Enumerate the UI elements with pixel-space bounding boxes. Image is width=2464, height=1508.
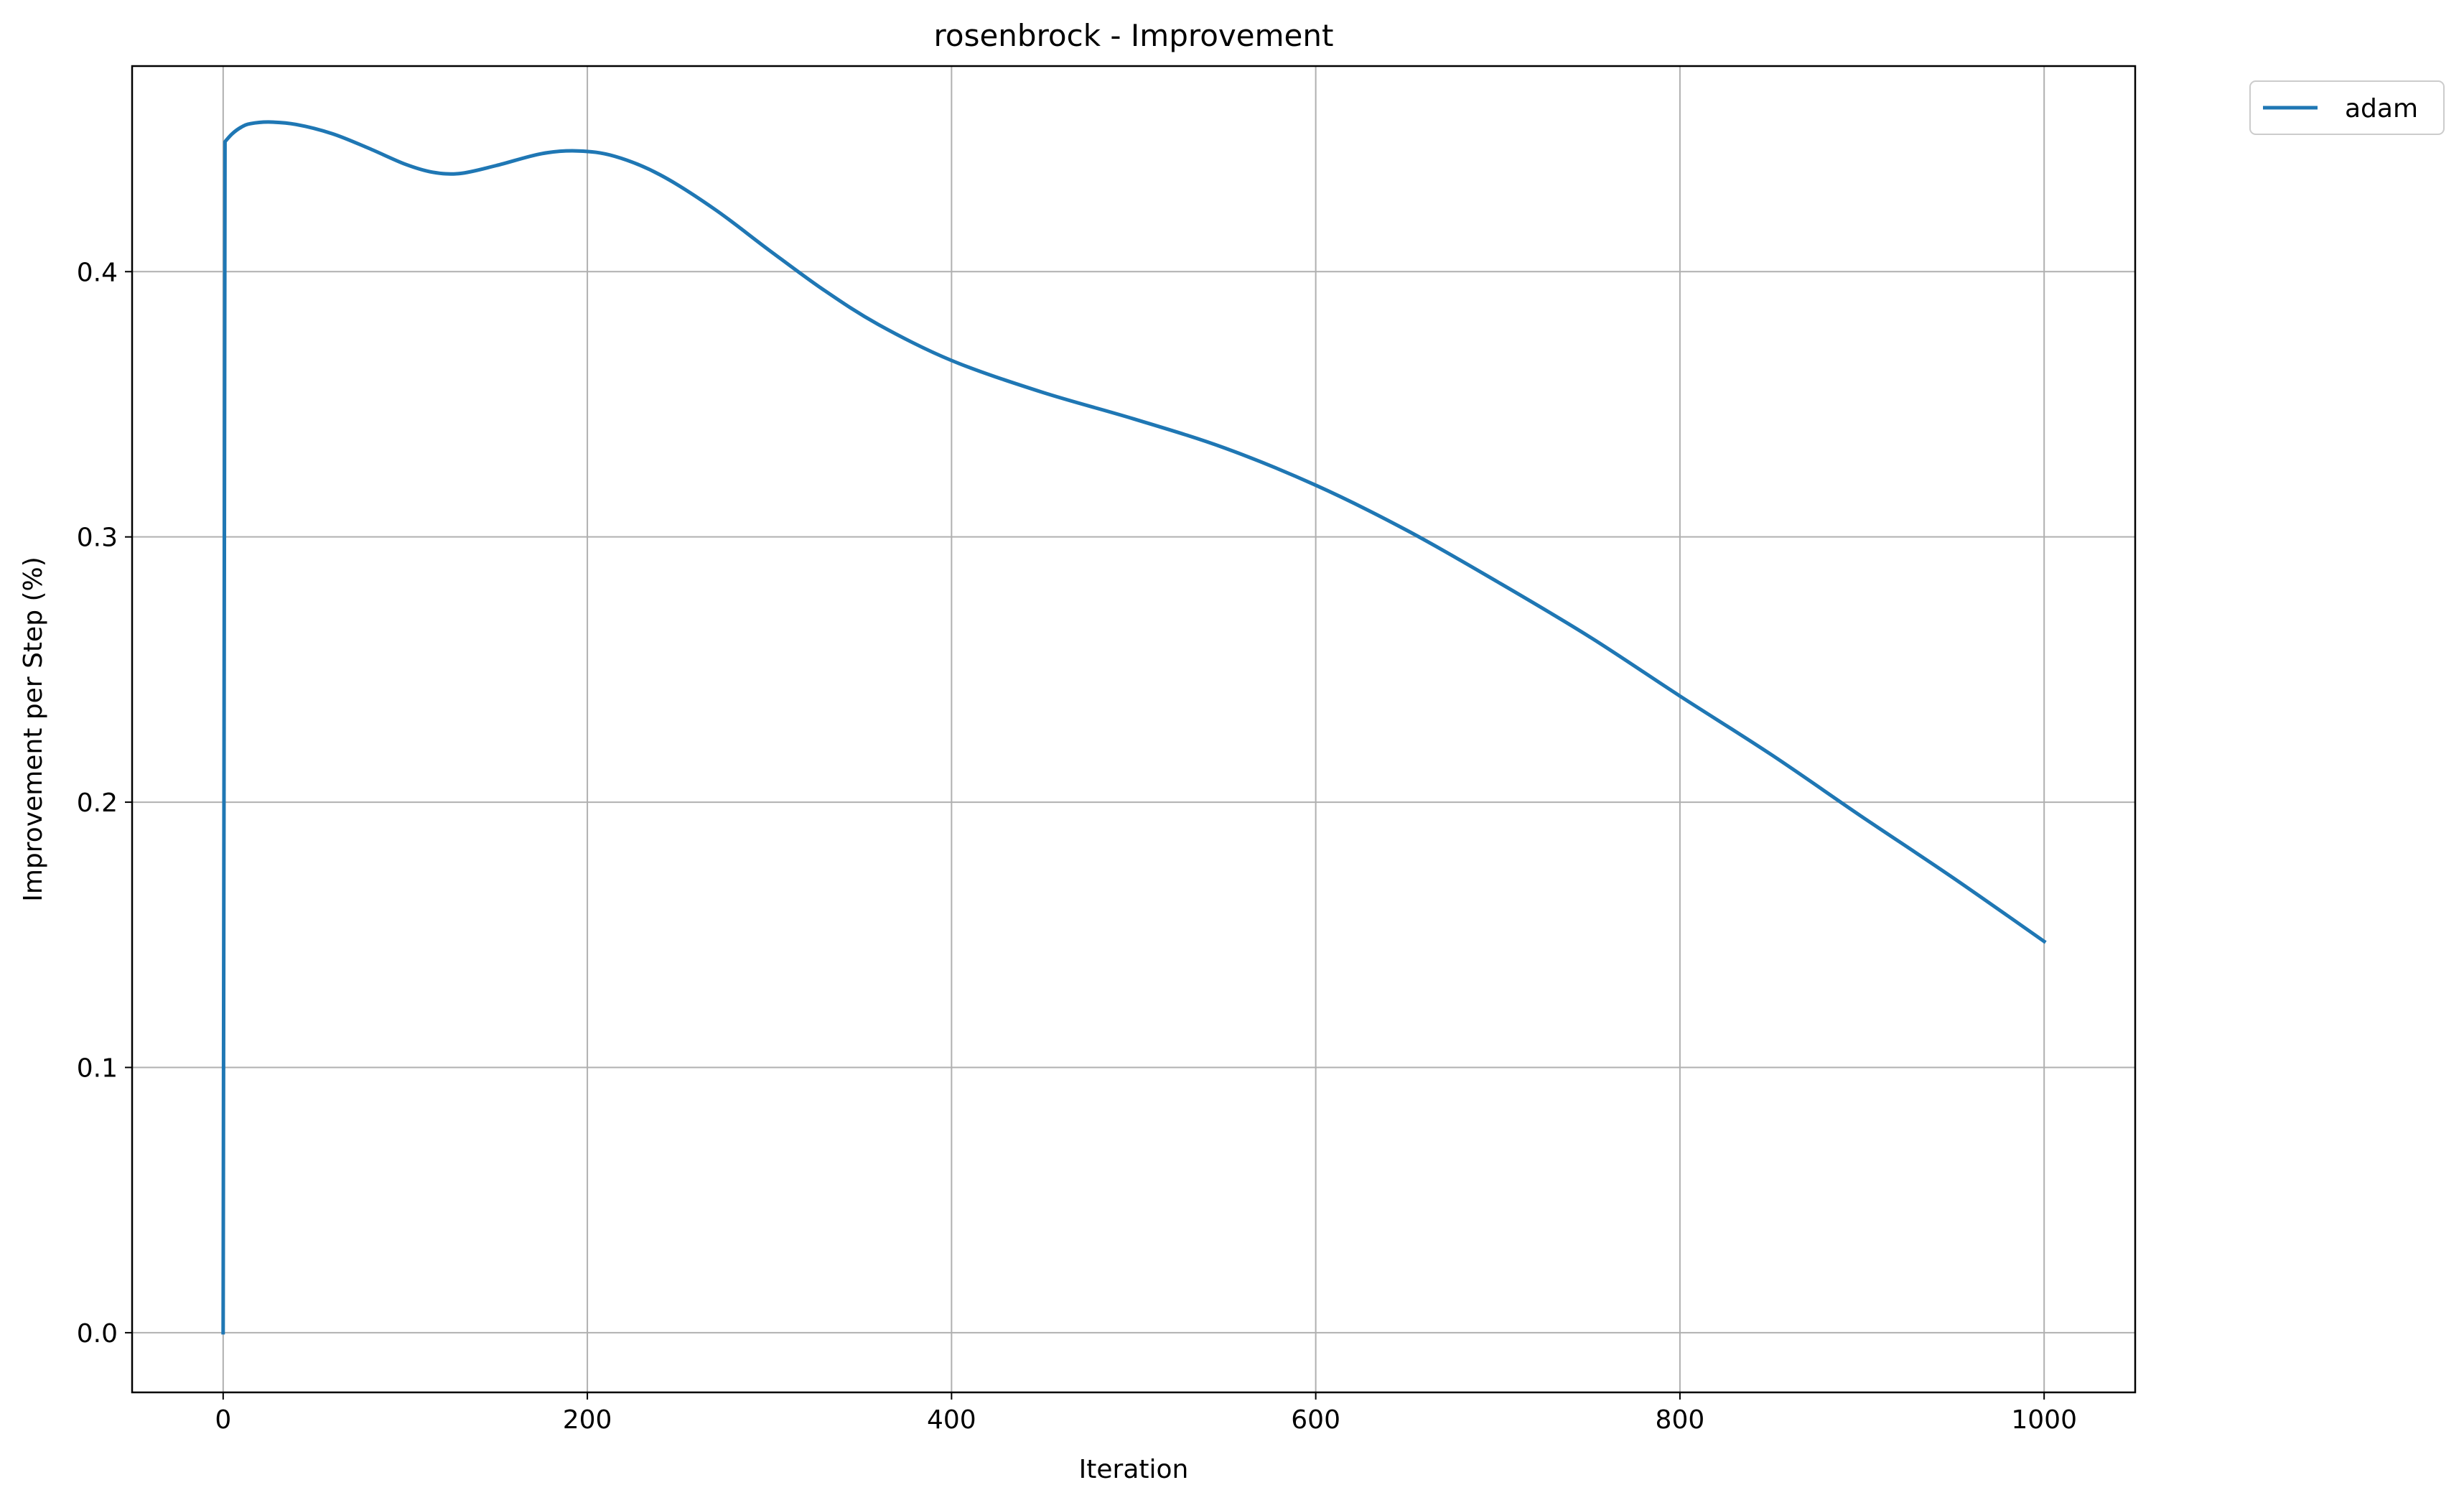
legend: adam [2249,80,2445,135]
x-tick-label: 1000 [2011,1405,2077,1435]
series-line-adam [221,120,2047,1335]
chart-title: rosenbrock - Improvement [934,18,1334,53]
x-axis-label: Iteration [1079,1455,1189,1484]
y-tick-label: 0.0 [77,1319,118,1349]
x-tick-label: 600 [1291,1405,1340,1435]
y-tick-label: 0.4 [77,258,118,287]
x-tick-label: 200 [563,1405,612,1435]
series-layer [221,120,2047,1335]
y-tick-label: 0.3 [77,523,118,553]
x-tick-label: 0 [215,1405,231,1435]
legend-label-adam: adam [2345,94,2418,124]
y-tick-label: 0.2 [77,788,118,818]
ticks: 0 200 400 600 800 1000 0.0 0.1 0.2 0.3 0.4 [77,258,2077,1435]
plot-frame [131,65,2137,1394]
grid [132,66,2135,1392]
x-tick-label: 800 [1656,1405,1705,1435]
legend-box [2249,80,2445,135]
y-tick-label: 0.1 [77,1053,118,1083]
x-tick-label: 400 [927,1405,976,1435]
y-axis-label: Improvement per Step (%) [19,557,48,902]
